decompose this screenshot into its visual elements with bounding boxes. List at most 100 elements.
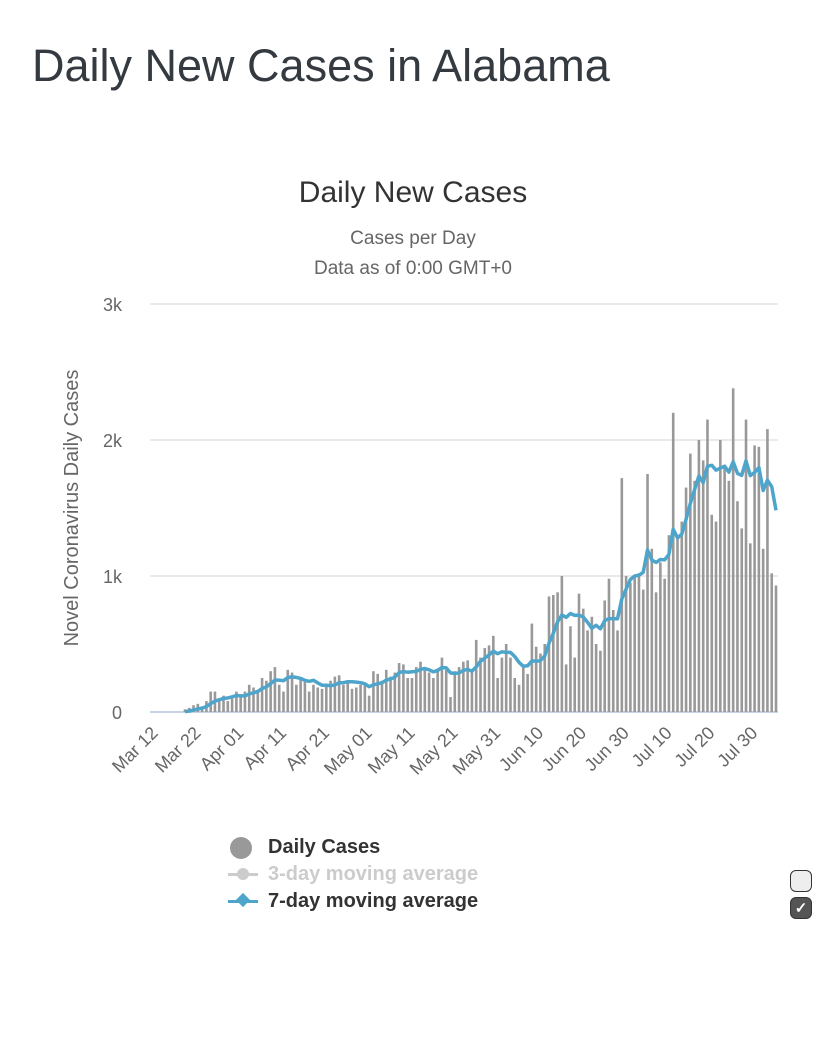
bar	[432, 678, 435, 712]
bar	[427, 672, 431, 712]
bar	[689, 453, 692, 712]
bar	[277, 684, 281, 712]
x-tick-label: Jul 30	[713, 723, 761, 771]
bar	[757, 446, 761, 712]
bar	[701, 460, 705, 712]
bar	[590, 616, 594, 712]
legend-item-7day[interactable]: 7-day moving average	[228, 888, 478, 915]
bar	[749, 543, 752, 712]
bar	[513, 678, 517, 712]
bar	[290, 672, 294, 712]
legend-item-3day[interactable]: 3-day moving average	[228, 861, 478, 888]
bar	[577, 593, 581, 712]
bar	[573, 657, 577, 712]
bar	[637, 573, 641, 712]
x-tick-label: Jun 20	[538, 723, 590, 775]
bar	[444, 669, 448, 712]
bar	[581, 608, 585, 712]
bar	[247, 684, 251, 712]
bar	[457, 667, 461, 712]
bar	[346, 680, 350, 712]
bar	[719, 440, 722, 712]
bar	[389, 676, 392, 712]
bar	[723, 467, 726, 712]
legend-item-daily-cases[interactable]: Daily Cases	[228, 834, 478, 861]
bar	[402, 664, 405, 712]
bar	[534, 646, 538, 712]
bar	[217, 698, 221, 712]
bar	[230, 698, 234, 712]
bar	[479, 657, 482, 712]
x-tick-label: Jun 10	[495, 723, 547, 775]
x-tick-label: Apr 01	[196, 723, 248, 775]
bar	[363, 684, 367, 712]
bar	[453, 671, 457, 712]
bar	[492, 635, 495, 712]
bar	[543, 644, 547, 712]
toggle-3day-checkbox[interactable]	[790, 870, 812, 892]
bar	[731, 388, 735, 712]
bar	[560, 576, 564, 712]
y-tick-label: 1k	[103, 567, 123, 587]
bar	[474, 639, 478, 712]
bar	[483, 648, 487, 712]
bar	[526, 673, 529, 712]
bar	[684, 487, 688, 712]
bar	[500, 657, 504, 712]
check-icon: ✓	[794, 900, 808, 917]
bar	[727, 480, 731, 712]
chart-title: Daily New Cases	[299, 176, 527, 209]
x-tick-label: Mar 12	[108, 723, 162, 777]
bar	[449, 697, 452, 712]
bar	[273, 667, 277, 712]
bar	[509, 657, 512, 712]
bar	[594, 644, 598, 712]
bar	[380, 680, 384, 712]
bar	[680, 521, 684, 712]
bar	[654, 592, 658, 712]
bar	[260, 678, 264, 712]
x-tick-label: Apr 11	[240, 723, 291, 774]
bar	[367, 695, 371, 712]
bar	[667, 535, 671, 712]
bar	[333, 676, 337, 712]
bar	[462, 661, 465, 712]
bar	[299, 678, 302, 712]
bar	[663, 578, 666, 712]
bar	[410, 678, 414, 712]
chart-subtitle-2: Data as of 0:00 GMT+0	[314, 258, 512, 279]
bar	[243, 691, 247, 712]
bar	[586, 630, 589, 712]
bar	[325, 684, 328, 712]
bar	[504, 644, 508, 712]
bar	[256, 691, 260, 712]
bar	[659, 562, 662, 712]
bar	[770, 573, 774, 712]
line-diamond-icon	[228, 892, 258, 908]
bar	[676, 535, 679, 712]
bar	[312, 684, 315, 712]
bar	[393, 672, 397, 712]
circle-icon	[230, 836, 252, 859]
bar	[226, 701, 230, 712]
bar	[282, 691, 285, 712]
bar	[633, 576, 636, 712]
bar	[350, 688, 354, 712]
legend-label: 7-day moving average	[268, 890, 479, 912]
x-tick-label: Jun 30	[581, 723, 633, 775]
y-tick-label: 2k	[103, 431, 123, 451]
bar	[607, 578, 611, 712]
bar	[307, 691, 311, 712]
toggle-7day-checkbox[interactable]: ✓	[790, 897, 812, 919]
bar	[551, 595, 555, 712]
bar	[222, 695, 225, 712]
y-tick-label: 0	[112, 703, 122, 723]
bar	[397, 663, 401, 712]
bar	[616, 630, 619, 712]
bar	[406, 678, 409, 712]
bar	[423, 667, 427, 712]
bar	[286, 669, 290, 712]
bar	[295, 684, 298, 712]
bar	[517, 684, 521, 712]
bar	[252, 687, 255, 712]
